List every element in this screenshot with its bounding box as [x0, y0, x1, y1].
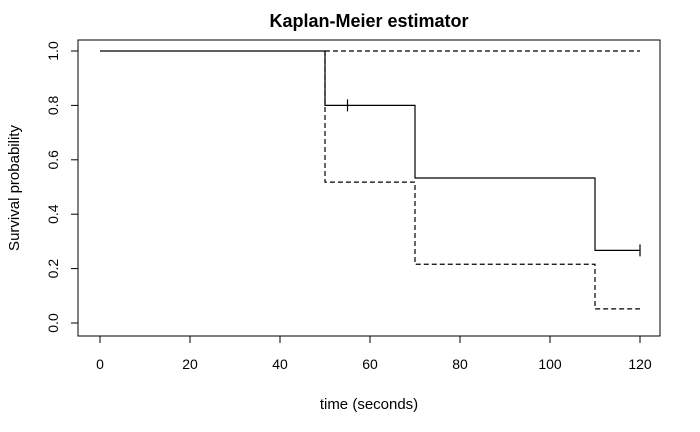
y-axis-label: Survival probability [6, 125, 23, 251]
chart-title: Kaplan-Meier estimator [269, 11, 468, 31]
x-tick-label-4: 80 [452, 356, 468, 372]
x-tick-label-5: 100 [538, 356, 562, 372]
y-tick-label-4: 0.8 [45, 95, 61, 115]
confidence-band-line-2 [324, 51, 640, 310]
x-axis: 0 20 40 60 80 100 120 [96, 336, 652, 372]
y-tick-label-0: 0.0 [45, 313, 61, 333]
x-tick-label-3: 60 [362, 356, 378, 372]
y-tick-label-5: 1.0 [45, 41, 61, 61]
survival-curve-line-0 [100, 50, 640, 251]
x-tick-label-0: 0 [96, 356, 104, 372]
y-axis: 0.0 0.2 0.4 0.6 0.8 1.0 [45, 41, 78, 333]
y-tick-label-2: 0.4 [45, 204, 61, 224]
y-tick-label-1: 0.2 [45, 259, 61, 279]
y-tick-label-3: 0.6 [45, 150, 61, 170]
x-tick-label-1: 20 [182, 356, 198, 372]
x-axis-label: time (seconds) [320, 396, 418, 413]
plot-frame [77, 39, 661, 337]
survival-curves [100, 50, 641, 310]
x-tick-label-2: 40 [272, 356, 288, 372]
x-tick-label-6: 120 [628, 356, 652, 372]
